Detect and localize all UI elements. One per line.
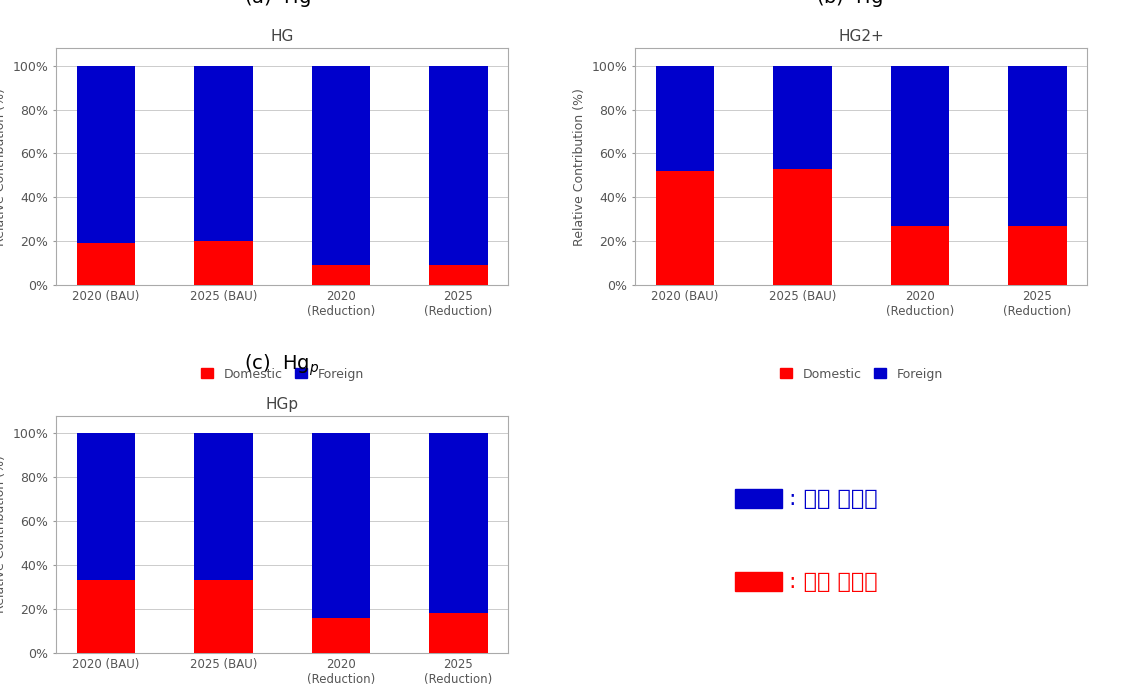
Text: : 국외 기여도: : 국외 기여도 (789, 488, 878, 508)
Title: HG: HG (270, 29, 294, 44)
Bar (312, 433, 370, 618)
Title: HG2+: HG2+ (839, 29, 884, 44)
Y-axis label: Relative Contribution (%): Relative Contribution (%) (0, 88, 7, 245)
Bar (429, 265, 488, 285)
Bar (76, 66, 136, 243)
Legend: Domestic, Foreign: Domestic, Foreign (775, 363, 947, 385)
Text: (a)  Hg$^{0}$: (a) Hg$^{0}$ (244, 0, 321, 10)
Bar (194, 433, 253, 581)
Bar (773, 66, 832, 169)
Bar (773, 169, 832, 285)
Bar (76, 243, 136, 285)
Bar (1008, 66, 1067, 226)
Text: (b)  Hg$^{2+}$: (b) Hg$^{2+}$ (816, 0, 907, 10)
Bar (890, 66, 949, 226)
Bar (656, 171, 714, 285)
Bar (312, 66, 370, 265)
Text: : 국내 기여도: : 국내 기여도 (789, 572, 878, 592)
Y-axis label: Relative Contribution (%): Relative Contribution (%) (573, 88, 586, 245)
Y-axis label: Relative Contribution (%): Relative Contribution (%) (0, 455, 7, 613)
Bar (429, 66, 488, 265)
Bar (312, 265, 370, 285)
Legend: Domestic, Foreign: Domestic, Foreign (196, 363, 369, 385)
Bar (429, 433, 488, 613)
FancyBboxPatch shape (734, 572, 781, 591)
Bar (194, 66, 253, 241)
Bar (194, 241, 253, 285)
FancyBboxPatch shape (734, 489, 781, 508)
Title: HGp: HGp (266, 396, 299, 412)
Bar (312, 618, 370, 653)
Bar (194, 581, 253, 653)
Bar (429, 613, 488, 653)
Bar (890, 226, 949, 285)
Text: (c)  Hg$_{p}$: (c) Hg$_{p}$ (244, 352, 319, 378)
Bar (76, 581, 136, 653)
Bar (76, 433, 136, 581)
Bar (656, 66, 714, 171)
Bar (1008, 226, 1067, 285)
